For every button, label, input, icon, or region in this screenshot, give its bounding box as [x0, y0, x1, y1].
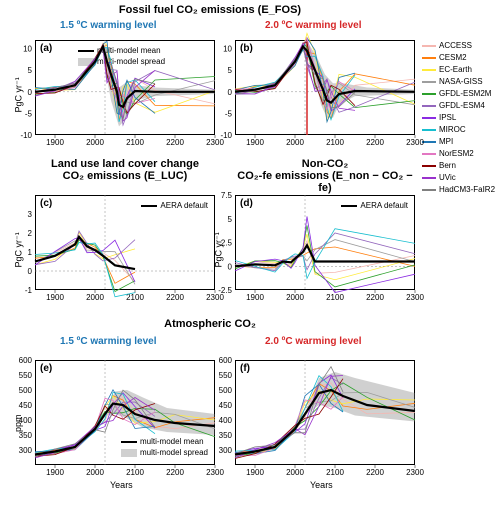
svg-text:-2.5: -2.5	[218, 286, 232, 295]
svg-text:1900: 1900	[246, 468, 264, 477]
svg-text:2100: 2100	[126, 138, 144, 147]
svg-text:2200: 2200	[166, 293, 184, 302]
svg-text:2.5: 2.5	[221, 239, 233, 248]
svg-text:0: 0	[228, 88, 233, 97]
svg-text:-10: -10	[20, 131, 32, 140]
svg-text:1: 1	[28, 248, 33, 257]
svg-text:-1: -1	[25, 286, 33, 295]
svg-text:2100: 2100	[126, 468, 144, 477]
svg-text:2100: 2100	[326, 468, 344, 477]
svg-text:2200: 2200	[166, 138, 184, 147]
svg-text:600: 600	[19, 356, 33, 365]
svg-text:300: 300	[219, 446, 233, 455]
svg-text:2200: 2200	[366, 138, 384, 147]
svg-text:2300: 2300	[406, 138, 424, 147]
svg-text:0: 0	[28, 267, 33, 276]
svg-text:5: 5	[228, 66, 233, 75]
svg-text:1900: 1900	[46, 468, 64, 477]
plot-svg: -10-5051019002000210022002300-10-5051019…	[0, 0, 500, 506]
svg-text:2000: 2000	[86, 138, 104, 147]
svg-text:2100: 2100	[326, 138, 344, 147]
svg-text:2000: 2000	[286, 138, 304, 147]
svg-text:300: 300	[19, 446, 33, 455]
climate-figure: Fossil fuel CO₂ emissions (E_FOS) 1.5 ºC…	[0, 0, 500, 506]
svg-text:1900: 1900	[246, 138, 264, 147]
svg-text:2: 2	[28, 229, 33, 238]
svg-text:1900: 1900	[246, 293, 264, 302]
svg-text:10: 10	[23, 45, 32, 54]
svg-text:550: 550	[219, 371, 233, 380]
svg-text:350: 350	[219, 431, 233, 440]
svg-text:550: 550	[19, 371, 33, 380]
svg-text:5: 5	[28, 66, 33, 75]
svg-text:450: 450	[219, 401, 233, 410]
svg-text:500: 500	[219, 386, 233, 395]
svg-text:0: 0	[228, 262, 233, 271]
svg-text:10: 10	[223, 45, 232, 54]
svg-text:-5: -5	[25, 109, 33, 118]
svg-text:600: 600	[219, 356, 233, 365]
svg-text:3: 3	[28, 210, 33, 219]
svg-text:400: 400	[219, 416, 233, 425]
svg-text:2200: 2200	[366, 293, 384, 302]
svg-text:2100: 2100	[126, 293, 144, 302]
svg-text:2000: 2000	[286, 293, 304, 302]
svg-text:5: 5	[228, 215, 233, 224]
svg-text:2300: 2300	[206, 468, 224, 477]
svg-text:2000: 2000	[286, 468, 304, 477]
svg-text:1900: 1900	[46, 138, 64, 147]
svg-text:2200: 2200	[166, 468, 184, 477]
svg-text:2200: 2200	[366, 468, 384, 477]
svg-text:-5: -5	[225, 109, 233, 118]
svg-text:400: 400	[19, 416, 33, 425]
svg-text:0: 0	[28, 88, 33, 97]
svg-text:450: 450	[19, 401, 33, 410]
svg-text:2000: 2000	[86, 293, 104, 302]
svg-text:350: 350	[19, 431, 33, 440]
svg-text:1900: 1900	[46, 293, 64, 302]
svg-text:2300: 2300	[406, 468, 424, 477]
svg-text:2300: 2300	[406, 293, 424, 302]
svg-text:2000: 2000	[86, 468, 104, 477]
svg-text:500: 500	[19, 386, 33, 395]
svg-text:7.5: 7.5	[221, 191, 233, 200]
svg-text:2100: 2100	[326, 293, 344, 302]
svg-text:-10: -10	[220, 131, 232, 140]
